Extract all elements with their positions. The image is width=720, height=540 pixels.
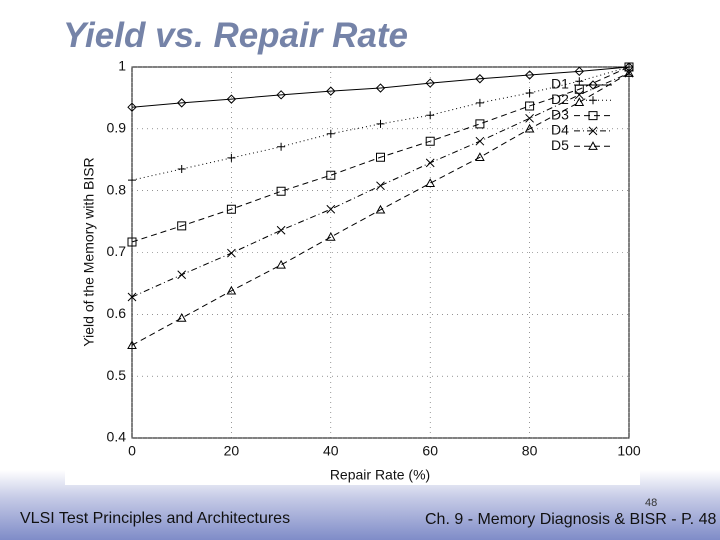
y-tick-label: 0.7 (107, 243, 127, 259)
legend-marker (589, 96, 597, 105)
marker (326, 204, 336, 214)
marker (177, 221, 187, 231)
legend-label: D5 (551, 137, 569, 153)
legend-marker (588, 126, 598, 136)
marker (475, 152, 485, 161)
y-tick-label: 0.8 (107, 181, 127, 197)
x-tick-label: 60 (422, 443, 438, 459)
legend-marker (588, 80, 598, 90)
marker (524, 70, 535, 80)
x-tick-label: 40 (323, 443, 339, 459)
footer-right: Ch. 9 - Memory Diagnosis & BISR - P. 48 (425, 511, 717, 528)
x-tick-label: 0 (128, 443, 136, 459)
y-tick-label: 1 (118, 58, 126, 74)
marker (375, 83, 386, 93)
marker (276, 90, 286, 100)
marker (575, 77, 584, 86)
marker (524, 123, 535, 133)
page-number: 48 (645, 497, 658, 509)
footer-left: VLSI Test Principles and Architectures (20, 510, 291, 527)
marker (326, 86, 336, 96)
marker (574, 90, 584, 100)
series-line (131, 66, 630, 181)
marker (127, 237, 137, 247)
marker (475, 119, 485, 129)
marker (475, 136, 485, 146)
marker (127, 340, 137, 349)
series-line (131, 72, 630, 346)
marker (376, 119, 385, 128)
legend-label: D4 (551, 122, 569, 138)
marker (176, 313, 187, 322)
marker (624, 68, 634, 77)
marker (376, 152, 385, 162)
marker (425, 136, 435, 146)
marker (176, 98, 187, 108)
marker (425, 158, 435, 168)
x-tick-label: 100 (617, 443, 641, 459)
marker (426, 111, 435, 120)
marker (226, 204, 236, 214)
x-tick-label: 80 (522, 443, 538, 459)
series-line (131, 66, 630, 243)
marker (525, 101, 535, 111)
marker (525, 113, 534, 123)
slide-title: Yield vs. Repair Rate (63, 16, 408, 55)
y-tick-label: 0.6 (107, 305, 127, 321)
x-tick-label: 20 (224, 443, 240, 459)
marker (276, 186, 286, 196)
marker (326, 170, 336, 180)
marker (475, 98, 484, 107)
marker (227, 153, 236, 162)
marker (325, 232, 336, 241)
marker (226, 285, 237, 295)
marker (127, 102, 137, 112)
marker (375, 204, 386, 214)
marker (227, 248, 236, 258)
y-axis-label: Yield of the Memory with BISR (81, 157, 97, 346)
marker (574, 97, 585, 106)
legend-label: D2 (551, 91, 569, 107)
marker (475, 74, 485, 84)
y-tick-label: 0.4 (107, 429, 127, 445)
marker (624, 68, 634, 78)
marker (177, 270, 187, 280)
series-line (131, 66, 630, 108)
y-tick-label: 0.5 (107, 367, 127, 383)
legend-marker (588, 111, 598, 121)
x-axis-label: Repair Rate (%) (330, 467, 430, 483)
marker (624, 62, 634, 72)
marker (276, 225, 286, 235)
marker (425, 78, 435, 88)
marker (128, 176, 136, 185)
marker (277, 142, 286, 151)
legend-label: D1 (551, 76, 569, 92)
marker (177, 165, 186, 174)
y-tick-label: 0.9 (107, 120, 127, 136)
marker (326, 129, 335, 138)
chart-background (65, 55, 640, 485)
marker (276, 259, 286, 269)
marker (226, 94, 237, 104)
legend-marker (588, 141, 598, 150)
marker (574, 66, 585, 77)
marker (525, 88, 534, 97)
marker (425, 178, 436, 187)
marker (127, 292, 137, 302)
marker (376, 181, 385, 191)
